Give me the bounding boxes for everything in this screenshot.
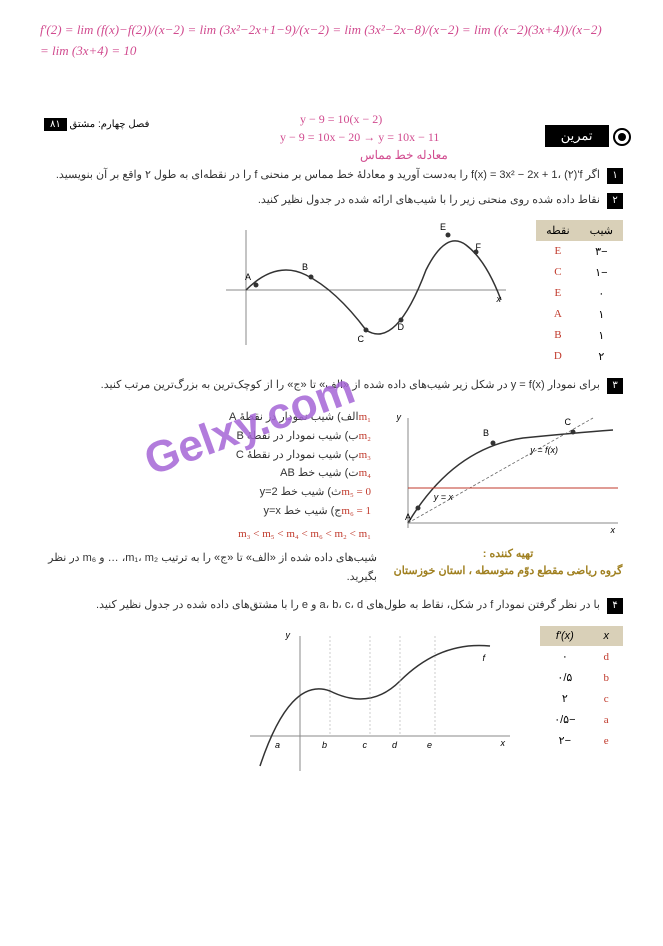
q4-row: x f'(x) d۰ b۰/۵ c۲ a−۰/۵ e−۲ a b c d e f… <box>40 626 623 776</box>
cell: d <box>590 646 624 667</box>
cell: ۰/۵ <box>540 667 589 688</box>
cell: e <box>590 730 624 751</box>
q2-row: شیب نقطه −۳E −۱C ۰E ۱A ۱B ۲D A B C D E F… <box>40 220 623 367</box>
cell: B <box>536 325 580 346</box>
ann: m₂ <box>359 427 371 446</box>
svg-text:x: x <box>610 525 616 535</box>
cell: −۳ <box>580 241 623 262</box>
ann: m₄ <box>359 464 371 483</box>
item: الف) شیب نمودار در نقطهٔ A <box>229 411 359 423</box>
credit-l1: تهیه کننده : <box>393 546 623 563</box>
q3-curve-chart: A B C y = f(x) y = x x y <box>393 408 623 538</box>
q2-text: نقاط داده شده روی منحنی زیر را با شیب‌ها… <box>258 194 600 206</box>
credit-box: تهیه کننده : گروه ریاضی مقطع دوّم متوسطه… <box>393 546 623 579</box>
question-3-intro: ۳ برای نمودار y = f(x) در شکل زیر شیب‌ها… <box>40 377 623 395</box>
cell: D <box>536 346 580 367</box>
item: ج) شیب خط y=x <box>263 505 341 517</box>
item: پ) شیب نمودار در نقطهٔ C <box>236 449 359 461</box>
hand-line-2: = lim (3x+4) = 10 <box>40 41 623 62</box>
q3-text: برای نمودار y = f(x) در شکل زیر شیب‌های … <box>101 379 600 391</box>
page-number: ۸۱ <box>44 118 67 131</box>
q4-th-x: x <box>590 626 624 646</box>
q2-number: ۲ <box>607 193 623 209</box>
cell: C <box>536 262 580 283</box>
cell: ۰ <box>540 646 589 667</box>
credit-l2: گروه ریاضی مقطع دوّم متوسطه ، استان خوزس… <box>393 563 623 580</box>
item: ب) شیب نمودار در نقطهٔ B <box>236 430 358 442</box>
cell: −۲ <box>540 730 589 751</box>
cell: ۱ <box>580 304 623 325</box>
svg-text:y: y <box>285 630 291 640</box>
svg-text:C: C <box>565 417 572 427</box>
svg-text:d: d <box>392 740 398 750</box>
ann: m₃ <box>359 446 371 465</box>
cell: E <box>536 283 580 304</box>
q2-curve-chart: A B C D E F x <box>216 220 516 350</box>
tamrin-bullet-icon <box>613 128 631 146</box>
hand-eq-3: معادله خط مماس <box>360 148 448 163</box>
svg-text:B: B <box>483 428 489 438</box>
ann: m₅ = 0 <box>341 483 371 502</box>
svg-text:x: x <box>500 738 506 748</box>
question-2: ۲ نقاط داده شده روی منحنی زیر را با شیب‌… <box>40 192 623 210</box>
q4-curve-chart: a b c d e f x y <box>240 626 520 776</box>
cell: ۰ <box>580 283 623 304</box>
q2-th-slope: شیب <box>580 220 623 241</box>
svg-text:D: D <box>398 322 405 332</box>
svg-text:x: x <box>496 294 502 304</box>
ann: m₁ <box>359 408 371 427</box>
hand-eq-2: y − 9 = 10x − 20 → y = 10x − 11 <box>280 130 439 145</box>
svg-text:a: a <box>275 740 280 750</box>
question-4: ۴ با در نظر گرفتن نمودار f در شکل، نقاط … <box>40 597 623 615</box>
item: ت) شیب خط AB <box>280 467 358 479</box>
q4-text: با در نظر گرفتن نمودار f در شکل، نقاط به… <box>96 599 600 611</box>
q1-number: ۱ <box>607 168 623 184</box>
q2-table: شیب نقطه −۳E −۱C ۰E ۱A ۱B ۲D <box>536 220 623 367</box>
cell: ۱ <box>580 325 623 346</box>
q3-order-handwriting: m₃ < m₅ < m₄ < m₆ < m₂ < m₁ <box>238 525 371 544</box>
page: f'(2) = lim (f(x)−f(2))/(x−2) = lim (3x²… <box>0 0 663 946</box>
q3-row: A B C y = f(x) y = x x y تهیه کننده : گر… <box>40 408 623 586</box>
cell: ۲ <box>580 346 623 367</box>
svg-text:A: A <box>405 512 411 522</box>
q1-text: اگر f(x) = 3x² − 2x + 1، (۲)'f را به‌دست… <box>56 169 600 181</box>
question-1: ۱ اگر f(x) = 3x² − 2x + 1، (۲)'f را به‌د… <box>40 167 623 185</box>
q2-th-point: نقطه <box>536 220 580 241</box>
svg-text:E: E <box>440 222 446 232</box>
svg-text:F: F <box>476 242 482 252</box>
svg-text:c: c <box>363 740 368 750</box>
tamrin-label: تمرین <box>545 125 609 147</box>
svg-text:y: y <box>396 412 402 422</box>
svg-text:e: e <box>427 740 432 750</box>
svg-text:b: b <box>322 740 327 750</box>
ann: m₆ = 1 <box>341 502 371 521</box>
svg-text:y = x: y = x <box>433 492 454 502</box>
cell: c <box>590 688 624 709</box>
cell: A <box>536 304 580 325</box>
cell: E <box>536 241 580 262</box>
cell: b <box>590 667 624 688</box>
q3-footer: شیب‌های داده شده از «الف» تا «ج» را به ت… <box>40 549 377 586</box>
svg-text:C: C <box>358 334 365 344</box>
hand-eq-1: y − 9 = 10(x − 2) <box>300 112 382 127</box>
svg-text:y = f(x): y = f(x) <box>529 445 558 455</box>
chapter-header: فصل چهارم: مشتق ۸۱ <box>40 118 149 131</box>
hand-line-1: f'(2) = lim (f(x)−f(2))/(x−2) = lim (3x²… <box>40 20 623 41</box>
cell: −۰/۵ <box>540 709 589 730</box>
q4-table: x f'(x) d۰ b۰/۵ c۲ a−۰/۵ e−۲ <box>540 626 623 751</box>
item: ث) شیب خط y=2 <box>260 486 342 498</box>
svg-text:B: B <box>302 262 308 272</box>
q3-items: m₁الف) شیب نمودار در نقطهٔ A m₂ب) شیب نم… <box>40 408 377 586</box>
cell: ۲ <box>540 688 589 709</box>
handwriting-derivation: f'(2) = lim (f(x)−f(2))/(x−2) = lim (3x²… <box>40 20 623 62</box>
svg-text:f: f <box>483 653 487 663</box>
cell: a <box>590 709 624 730</box>
chapter-text: فصل چهارم: مشتق <box>70 119 150 130</box>
q4-th-fp: f'(x) <box>540 626 589 646</box>
cell: −۱ <box>580 262 623 283</box>
svg-text:A: A <box>245 272 251 282</box>
q4-number: ۴ <box>607 598 623 614</box>
q3-number: ۳ <box>607 378 623 394</box>
q3-chart-col: A B C y = f(x) y = x x y تهیه کننده : گر… <box>393 408 623 579</box>
